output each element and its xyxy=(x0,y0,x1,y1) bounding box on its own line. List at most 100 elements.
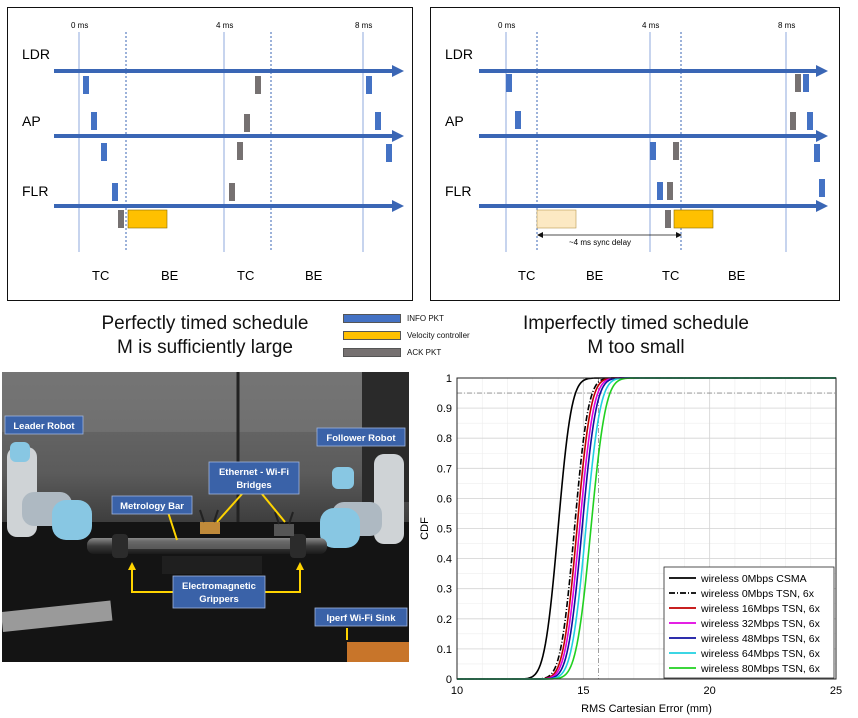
caption-right-line2: M too small xyxy=(587,337,685,358)
reference-lines xyxy=(457,378,836,679)
caption-right: Imperfectly timed schedule M too small xyxy=(486,312,786,360)
ack-packet xyxy=(255,76,261,94)
info-packet xyxy=(112,183,118,201)
leader-robot-label: Leader Robot xyxy=(13,421,75,432)
label-leader-robot: Leader Robot xyxy=(4,415,84,435)
info-packet xyxy=(506,74,512,92)
info-packet xyxy=(814,144,820,162)
sync-delay-arrow xyxy=(537,232,682,238)
iperf-sink-device xyxy=(347,642,409,662)
legend-swatch xyxy=(343,331,401,340)
tick-8ms: 8 ms xyxy=(778,21,795,30)
ack-packet xyxy=(667,182,673,200)
ack-packet xyxy=(790,112,796,130)
info-packet xyxy=(83,76,89,94)
row-label-ap: AP xyxy=(22,113,41,129)
info-packet xyxy=(803,74,809,92)
iperf-sink-label: Iperf Wi-Fi Sink xyxy=(326,613,396,624)
bridges-label-line1: Ethernet - Wi-Fi xyxy=(219,467,289,478)
axis-flr xyxy=(54,200,404,212)
info-packet xyxy=(375,112,381,130)
ack-packet xyxy=(673,142,679,160)
plot-frame xyxy=(456,377,837,680)
caption-left-line1: Perfectly timed schedule xyxy=(101,313,309,334)
phase-label: BE xyxy=(728,268,746,283)
legend-label: ACK PKT xyxy=(407,348,442,357)
tick-4ms: 4 ms xyxy=(216,21,233,30)
annotation-arrowheads xyxy=(128,562,304,570)
row-label-ldr: LDR xyxy=(445,46,473,62)
x-tick-label: 25 xyxy=(830,685,842,697)
ack-packet xyxy=(118,210,124,228)
velocity-controller-block xyxy=(673,209,714,229)
info-packet xyxy=(515,111,521,129)
legend-entry: wireless 64Mbps TSN, 6x xyxy=(700,648,821,660)
tick-4ms: 4 ms xyxy=(642,21,659,30)
ack-packet xyxy=(229,183,235,201)
legend-label: INFO PKT xyxy=(407,314,444,323)
caption-left: Perfectly timed schedule M is sufficient… xyxy=(55,312,355,360)
phase-label: TC xyxy=(518,268,535,283)
y-tick-label: 0 xyxy=(446,674,452,686)
axis-flr xyxy=(479,200,828,212)
axis-ldr xyxy=(479,65,828,77)
legend-swatch xyxy=(343,348,401,357)
grippers-label-line1: Electromagnetic xyxy=(182,581,256,592)
gripper-stand xyxy=(162,556,262,574)
info-packet xyxy=(91,112,97,130)
testbed-illustration: Leader Robot Follower Robot Ethernet - W… xyxy=(2,372,409,662)
metrology-bar xyxy=(87,538,327,554)
timing-diagram-perfect: 0 ms 4 ms 8 ms LDR AP FLR TC BE TC BE xyxy=(7,7,413,301)
y-tick-label: 1 xyxy=(446,373,452,385)
phase-label: BE xyxy=(161,268,179,283)
label-iperf-sink: Iperf Wi-Fi Sink xyxy=(314,607,408,627)
gripper-right xyxy=(290,534,306,558)
y-tick-label: 0.1 xyxy=(437,644,452,656)
follower-robot-label: Follower Robot xyxy=(326,433,396,444)
phase-label: TC xyxy=(662,268,679,283)
sync-delay-label: ~4 ms sync delay xyxy=(569,238,631,247)
caption-left-line2: M is sufficiently large xyxy=(117,337,293,358)
y-tick-label: 0.6 xyxy=(437,493,452,505)
x-tick-label: 15 xyxy=(577,685,589,697)
timing-svg-left: 0 ms 4 ms 8 ms LDR AP FLR TC BE TC BE xyxy=(22,21,404,283)
wifi-bridges xyxy=(199,509,294,536)
ack-packet xyxy=(237,142,243,160)
phase-label: TC xyxy=(237,268,254,283)
tick-0ms: 0 ms xyxy=(71,21,88,30)
phase-label: BE xyxy=(305,268,323,283)
ack-packet xyxy=(795,74,801,92)
legend-entry: wireless 0Mbps TSN, 6x xyxy=(700,588,815,600)
legend-entry: wireless 16Mbps TSN, 6x xyxy=(700,603,821,615)
y-axis-label: CDF xyxy=(419,517,431,540)
x-tick-label: 20 xyxy=(704,685,716,697)
testbed-photo: Leader Robot Follower Robot Ethernet - W… xyxy=(2,372,409,662)
info-packet xyxy=(101,143,107,161)
grippers-label-line2: Grippers xyxy=(199,594,239,605)
y-tick-label: 0.4 xyxy=(437,554,452,566)
legend-label: Velocity controller xyxy=(407,331,470,340)
legend-swatch xyxy=(343,314,401,323)
chart-legend: wireless 0Mbps CSMA wireless 0Mbps TSN, 6… xyxy=(663,566,835,679)
y-tick-label: 0.8 xyxy=(437,433,452,445)
ack-packet xyxy=(665,210,671,228)
y-tick-label: 0.5 xyxy=(437,524,452,536)
y-tick-label: 0.9 xyxy=(437,403,452,415)
axis-ap xyxy=(54,130,404,142)
y-tick-labels: 0 0.1 0.2 0.3 0.4 0.5 0.6 0.7 0.8 0.9 1 xyxy=(437,373,452,686)
info-packet xyxy=(366,76,372,94)
cdf-chart: 10 15 20 25 0 0.1 0.2 0.3 0.4 0.5 0.6 0.7 0.8 0.9 1 R… xyxy=(419,373,842,715)
label-grippers: Electromagnetic Grippers xyxy=(172,575,266,609)
label-follower-robot: Follower Robot xyxy=(316,427,406,447)
label-bridges: Ethernet - Wi-Fi Bridges xyxy=(208,461,300,495)
ack-packet xyxy=(244,114,250,132)
axis-ldr xyxy=(54,65,404,77)
y-tick-label: 0.3 xyxy=(437,584,452,596)
axis-ap xyxy=(479,130,828,142)
legend-entry: wireless 32Mbps TSN, 6x xyxy=(700,618,821,630)
legend-entry: wireless 0Mbps CSMA xyxy=(700,573,807,585)
timing-svg-right: 0 ms 4 ms 8 ms LDR AP FLR ~4 ms sync del… xyxy=(445,21,828,283)
x-axis-label: RMS Cartesian Error (mm) xyxy=(581,703,712,715)
legend-entry: wireless 80Mbps TSN, 6x xyxy=(700,663,821,675)
phase-label: TC xyxy=(92,268,109,283)
